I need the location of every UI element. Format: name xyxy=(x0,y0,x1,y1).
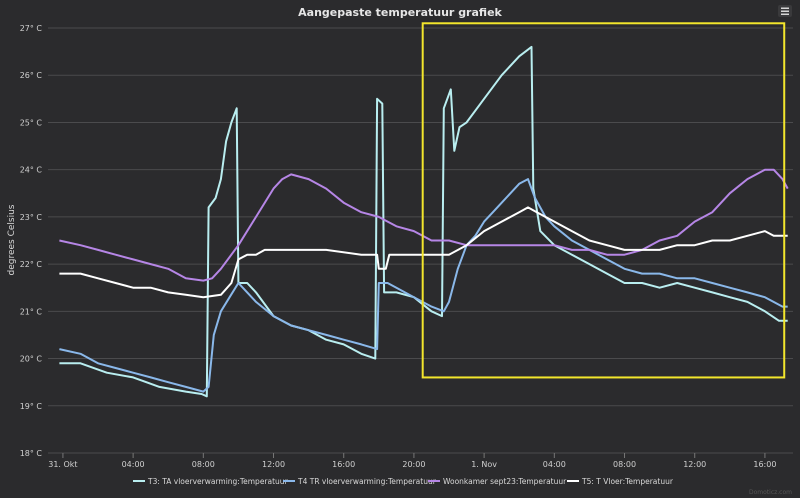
x-tick-label: 12:00 xyxy=(262,460,285,469)
y-tick-label: 24° C xyxy=(20,166,43,175)
y-tick-label: 18° C xyxy=(20,449,43,458)
y-tick-label: 23° C xyxy=(20,213,43,222)
x-tick-label: 12:00 xyxy=(683,460,706,469)
y-tick-label: 27° C xyxy=(20,24,43,33)
chart-title: Aangepaste temperatuur grafiek xyxy=(298,6,502,19)
x-tick-label: 04:00 xyxy=(122,460,145,469)
credits-label[interactable]: Domoticz.com xyxy=(749,489,792,496)
y-tick-label: 21° C xyxy=(20,307,43,316)
grid-layer xyxy=(48,27,793,454)
x-tick-label: 08:00 xyxy=(192,460,215,469)
y-tick-label: 26° C xyxy=(20,71,43,80)
x-tick-label: 16:00 xyxy=(332,460,355,469)
legend-label: T5: T Vloer:Temperatuur xyxy=(581,477,674,486)
highlight-box xyxy=(421,22,786,379)
legend-label: T4 TR vloerverwarming:Temperatuur xyxy=(297,477,437,486)
y-tick-label: 22° C xyxy=(20,260,43,269)
menu-icon[interactable] xyxy=(778,5,792,17)
y-axis-title: degrees Celsius xyxy=(7,204,17,275)
x-tick-label: 08:00 xyxy=(613,460,636,469)
legend-item-2[interactable]: T4 TR vloerverwarming:Temperatuur xyxy=(283,477,437,486)
y-tick-label: 19° C xyxy=(20,402,43,411)
legend-item-3[interactable]: Woonkamer sept23:Temperatuur xyxy=(428,477,567,486)
legend-item-1[interactable]: T3: TA vloerverwarming:Temperatuur xyxy=(133,477,289,486)
x-tick-label: 1. Nov xyxy=(471,460,497,469)
y-tick-label: 20° C xyxy=(20,355,43,364)
x-tick-label: 16:00 xyxy=(753,460,776,469)
legend-item-4[interactable]: T5: T Vloer:Temperatuur xyxy=(567,477,674,486)
x-tick-label: 31. Okt xyxy=(48,460,77,469)
legend-label: Woonkamer sept23:Temperatuur xyxy=(443,477,567,486)
legend-label: T3: TA vloerverwarming:Temperatuur xyxy=(147,477,289,486)
x-tick-label: 20:00 xyxy=(402,460,425,469)
series-line-2 xyxy=(59,178,788,393)
axis-layer: 18° C 19° C 20° C 21° C 22° C 23° C 24° C 25° C… xyxy=(20,24,777,469)
legend: T3: TA vloerverwarming:Temperatuur T4 TR … xyxy=(133,477,674,486)
x-tick-label: 04:00 xyxy=(543,460,566,469)
y-tick-label: 25° C xyxy=(20,118,43,127)
